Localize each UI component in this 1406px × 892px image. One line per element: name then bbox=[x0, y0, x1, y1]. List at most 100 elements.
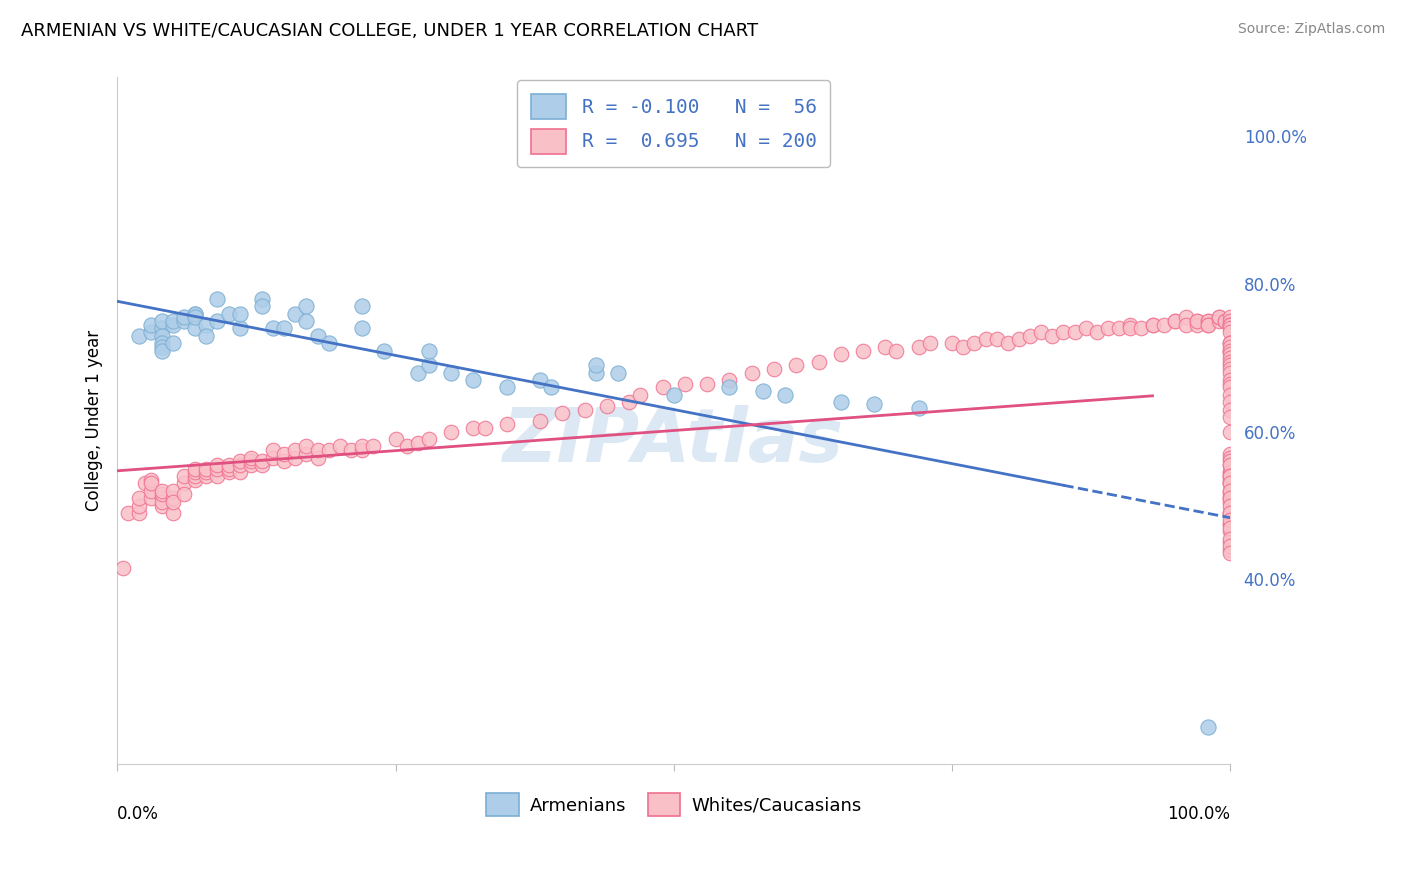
Point bbox=[128, 506, 150, 520]
Point bbox=[1097, 321, 1119, 335]
Point bbox=[440, 425, 463, 439]
Point bbox=[1185, 314, 1208, 328]
Point bbox=[1130, 321, 1153, 335]
Point bbox=[162, 483, 184, 498]
Point bbox=[207, 314, 229, 328]
Point bbox=[273, 447, 295, 461]
Point bbox=[273, 454, 295, 468]
Point bbox=[440, 366, 463, 380]
Point bbox=[162, 336, 184, 351]
Point bbox=[1219, 409, 1241, 424]
Point bbox=[150, 491, 173, 505]
Point bbox=[184, 465, 207, 479]
Point bbox=[673, 376, 696, 391]
Point bbox=[1219, 336, 1241, 351]
Point bbox=[352, 299, 374, 313]
Point bbox=[752, 384, 775, 398]
Point bbox=[162, 318, 184, 332]
Text: ARMENIAN VS WHITE/CAUCASIAN COLLEGE, UNDER 1 YEAR CORRELATION CHART: ARMENIAN VS WHITE/CAUCASIAN COLLEGE, UND… bbox=[21, 22, 758, 40]
Point bbox=[1219, 359, 1241, 373]
Point bbox=[134, 476, 156, 491]
Legend: Armenians, Whites/Caucasians: Armenians, Whites/Caucasians bbox=[479, 786, 869, 823]
Point bbox=[418, 432, 440, 446]
Point bbox=[1031, 325, 1053, 339]
Point bbox=[150, 336, 173, 351]
Point bbox=[406, 366, 429, 380]
Point bbox=[150, 499, 173, 513]
Point bbox=[974, 333, 997, 347]
Point bbox=[1219, 362, 1241, 376]
Point bbox=[607, 366, 630, 380]
Point bbox=[1219, 524, 1241, 539]
Point bbox=[474, 421, 496, 435]
Point bbox=[1174, 310, 1197, 325]
Point bbox=[1219, 513, 1241, 527]
Point bbox=[250, 299, 273, 313]
Point bbox=[1219, 532, 1241, 546]
Point bbox=[307, 450, 329, 465]
Point bbox=[284, 443, 307, 458]
Point bbox=[1219, 380, 1241, 394]
Point bbox=[1219, 476, 1241, 491]
Point bbox=[963, 336, 986, 351]
Point bbox=[173, 469, 195, 483]
Point bbox=[1174, 318, 1197, 332]
Point bbox=[352, 443, 374, 458]
Point bbox=[162, 495, 184, 509]
Point bbox=[162, 506, 184, 520]
Point bbox=[763, 362, 786, 376]
Point bbox=[1219, 336, 1241, 351]
Point bbox=[184, 307, 207, 321]
Point bbox=[395, 440, 418, 454]
Point bbox=[184, 461, 207, 475]
Point bbox=[863, 397, 886, 411]
Point bbox=[195, 469, 218, 483]
Point bbox=[596, 399, 619, 413]
Point bbox=[1208, 314, 1230, 328]
Point bbox=[1142, 318, 1164, 332]
Point bbox=[1119, 321, 1142, 335]
Point bbox=[907, 401, 929, 415]
Text: 100.0%: 100.0% bbox=[1167, 805, 1230, 823]
Point bbox=[1219, 351, 1241, 365]
Point bbox=[1219, 450, 1241, 465]
Point bbox=[1219, 495, 1241, 509]
Point bbox=[1074, 321, 1097, 335]
Point bbox=[585, 359, 607, 373]
Point bbox=[139, 473, 162, 487]
Point bbox=[1213, 314, 1236, 328]
Point bbox=[150, 314, 173, 328]
Point bbox=[918, 336, 941, 351]
Point bbox=[1219, 506, 1241, 520]
Point bbox=[218, 458, 240, 472]
Point bbox=[239, 450, 262, 465]
Point bbox=[1219, 491, 1241, 505]
Point bbox=[1219, 366, 1241, 380]
Point bbox=[718, 373, 741, 387]
Point bbox=[1219, 343, 1241, 358]
Point bbox=[250, 454, 273, 468]
Point bbox=[307, 443, 329, 458]
Point bbox=[1019, 328, 1042, 343]
Point bbox=[361, 440, 384, 454]
Point bbox=[162, 491, 184, 505]
Point bbox=[128, 328, 150, 343]
Point bbox=[1213, 314, 1236, 328]
Point bbox=[807, 354, 830, 368]
Point bbox=[773, 388, 796, 402]
Point bbox=[1219, 454, 1241, 468]
Point bbox=[150, 343, 173, 358]
Point bbox=[1219, 539, 1241, 553]
Point bbox=[1219, 347, 1241, 361]
Point bbox=[1164, 314, 1187, 328]
Point bbox=[1219, 402, 1241, 417]
Point bbox=[184, 473, 207, 487]
Point bbox=[1208, 310, 1230, 325]
Point bbox=[1219, 318, 1241, 332]
Point bbox=[1219, 373, 1241, 387]
Point bbox=[262, 443, 284, 458]
Point bbox=[1219, 376, 1241, 391]
Point bbox=[207, 469, 229, 483]
Point bbox=[662, 388, 685, 402]
Point bbox=[1219, 325, 1241, 339]
